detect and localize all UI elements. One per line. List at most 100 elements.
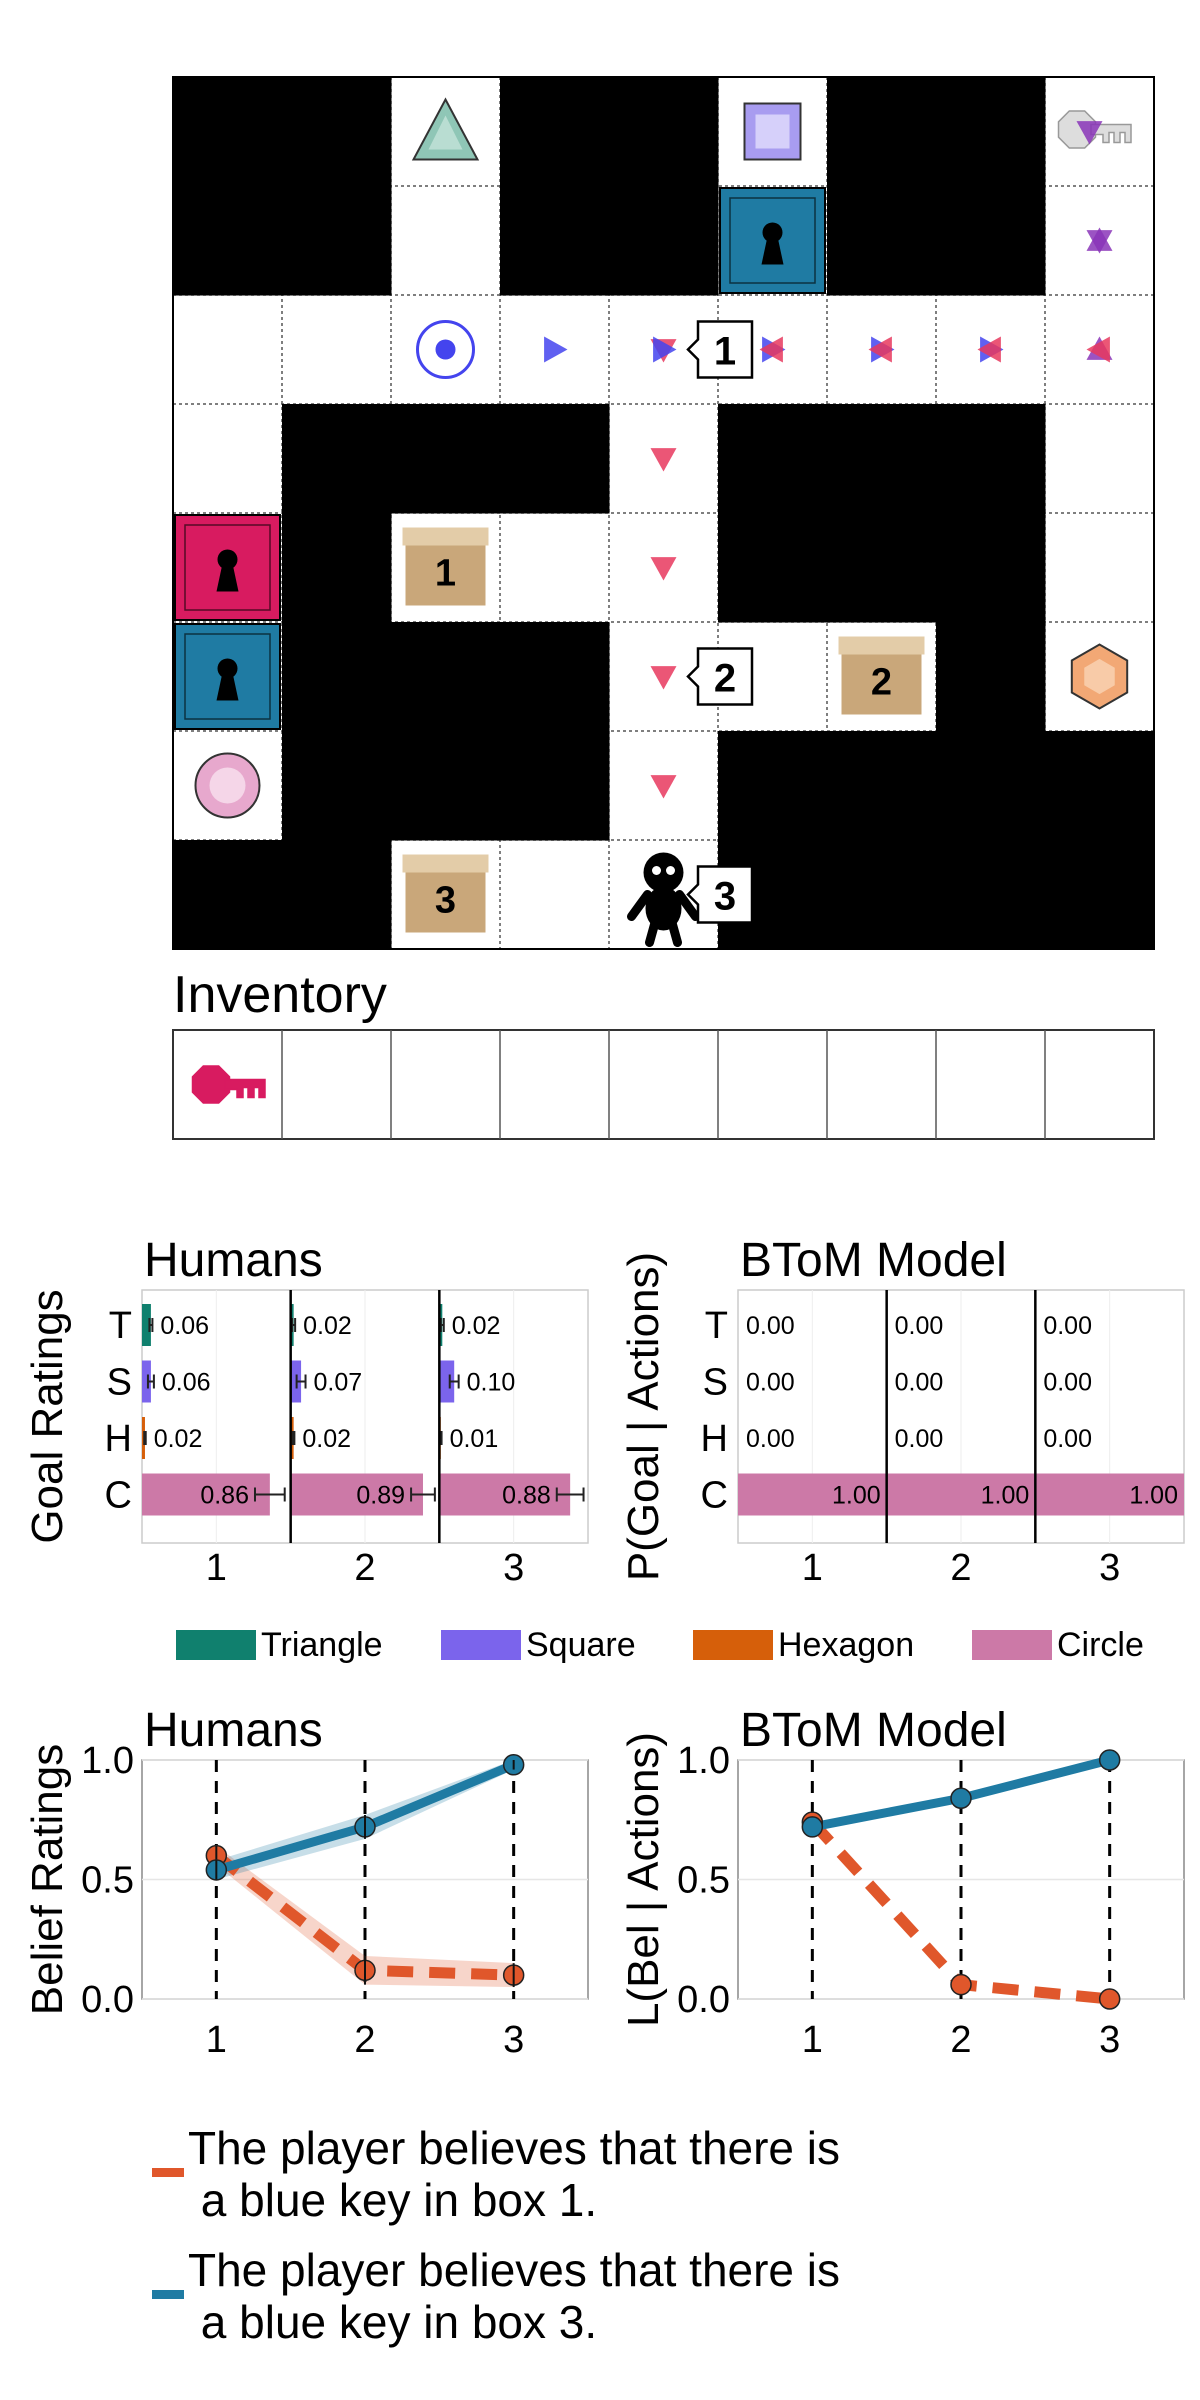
y-tick-label: H [105, 1418, 132, 1460]
wall [500, 77, 610, 187]
x-tick-label: 3 [1099, 2019, 1120, 2061]
data-point [1098, 1749, 1121, 1771]
bar [290, 1473, 423, 1516]
wall [827, 404, 937, 514]
y-tick-label: T [705, 1305, 728, 1347]
y-axis-label: L(Bel | Actions) [619, 1732, 668, 2027]
inventory-bar [172, 1029, 1155, 1140]
wall [500, 622, 610, 732]
wall [173, 77, 283, 187]
path-marker [759, 336, 783, 363]
y-axis-label: Goal Ratings [23, 1289, 72, 1543]
y-tick-label: C [105, 1475, 132, 1517]
wall [936, 622, 1046, 732]
error-bar [295, 1374, 307, 1389]
x-tick-label: 3 [503, 1547, 524, 1589]
legend-label: Hexagon [778, 1626, 914, 1664]
value-label: 0.89 [356, 1482, 405, 1510]
x-tick-label: 1 [802, 1547, 823, 1589]
gem-square [743, 102, 802, 161]
wall [609, 186, 719, 296]
y-axis-label: P(Goal | Actions) [619, 1252, 668, 1581]
grid-border [172, 76, 1155, 950]
box [405, 866, 486, 933]
gem-hexagon-inner [1084, 658, 1115, 695]
value-label: 0.02 [302, 1425, 351, 1453]
gem-circle-inner [209, 767, 246, 804]
value-label: 0.02 [154, 1425, 203, 1453]
data-point [1098, 1988, 1121, 2010]
box [405, 539, 486, 606]
callout-label: 2 [714, 657, 736, 701]
path-marker [868, 336, 892, 363]
wall [282, 513, 392, 623]
callout-label: 1 [714, 330, 736, 374]
error-bar [291, 1318, 297, 1332]
legend-label: The player believes that there is a blue… [188, 2122, 841, 2226]
legend-swatch [176, 1630, 256, 1660]
door-inner [184, 633, 271, 720]
data-point [801, 1816, 824, 1838]
agent-head [643, 852, 684, 893]
start-ring [416, 320, 475, 379]
error-bar [143, 1431, 147, 1445]
wall [609, 77, 719, 187]
value-label: 0.00 [895, 1312, 944, 1340]
agent-limbs [627, 890, 700, 947]
bar [439, 1360, 455, 1403]
wall [827, 513, 937, 623]
box-label: 1 [435, 553, 456, 595]
value-label: 0.88 [502, 1482, 551, 1510]
error-bar [410, 1487, 436, 1502]
wall [718, 513, 828, 623]
wall [718, 731, 828, 841]
box-lid [402, 527, 489, 546]
key-gray [1057, 110, 1097, 149]
bar [738, 1473, 887, 1516]
value-label: 0.07 [314, 1369, 363, 1397]
y-tick-label: C [701, 1475, 728, 1517]
x-tick-label: 1 [802, 2019, 823, 2061]
y-tick-label: 0.0 [677, 1979, 730, 2021]
legend-label: Square [526, 1626, 636, 1664]
path-marker [650, 448, 677, 472]
legend-swatch [972, 1630, 1052, 1660]
callout [686, 320, 754, 379]
key-red [224, 1078, 266, 1099]
agent-eye [666, 866, 675, 875]
wall [282, 77, 392, 187]
box-lid [838, 636, 925, 655]
legend-swatch [693, 1630, 773, 1660]
error-bar [448, 1374, 460, 1389]
path-marker [650, 775, 677, 799]
error-bar [439, 1318, 445, 1332]
wall [936, 404, 1046, 514]
value-label: 0.02 [303, 1312, 352, 1340]
path-marker [544, 336, 568, 363]
path-marker [1076, 121, 1103, 145]
value-label: 0.02 [452, 1312, 501, 1340]
x-tick-label: 1 [206, 1547, 227, 1589]
value-label: 0.00 [746, 1425, 795, 1453]
key-gray [1090, 123, 1132, 144]
wall [718, 404, 828, 514]
bar [142, 1360, 151, 1403]
box [841, 648, 922, 715]
bar [1035, 1473, 1184, 1516]
legend-swatch [441, 1630, 521, 1660]
wall [827, 186, 937, 296]
gem-triangle-inner [428, 115, 463, 150]
x-tick-label: 3 [1099, 1547, 1120, 1589]
callout [686, 865, 754, 924]
y-axis-label: Belief Ratings [23, 1744, 72, 2015]
value-label: 0.01 [450, 1425, 499, 1453]
chart-title: Humans [144, 1234, 323, 1287]
wall [282, 622, 392, 732]
value-label: 0.00 [1043, 1369, 1092, 1397]
bar [439, 1473, 571, 1516]
wall [282, 731, 392, 841]
wall [827, 731, 937, 841]
legend-label: The player believes that there is a blue… [188, 2244, 841, 2348]
x-tick-label: 2 [354, 2019, 375, 2061]
